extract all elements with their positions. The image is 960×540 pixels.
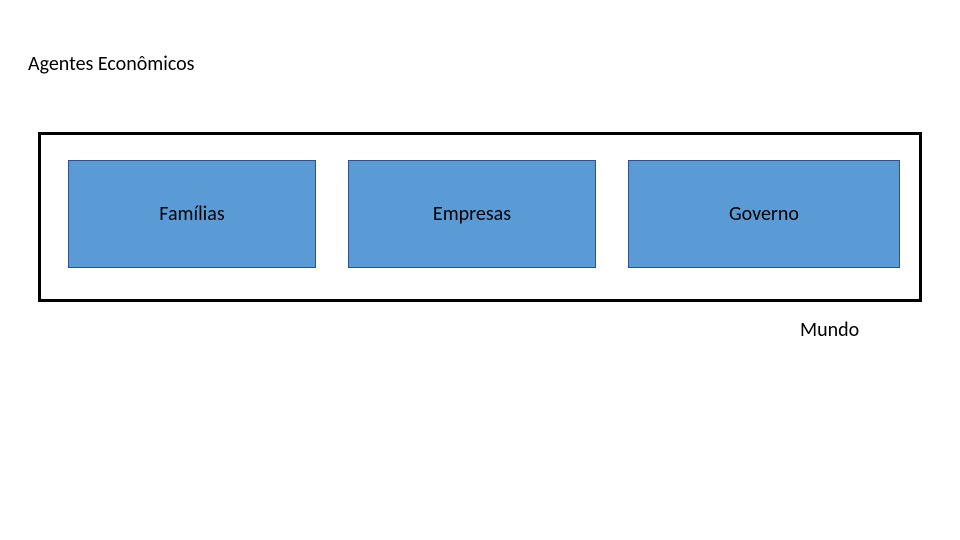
- agent-box-familias: Famílias: [68, 160, 316, 268]
- agent-label-governo: Governo: [729, 202, 799, 226]
- diagram-title: Agentes Econômicos: [28, 52, 194, 76]
- agent-box-empresas: Empresas: [348, 160, 596, 268]
- agent-box-governo: Governo: [628, 160, 900, 268]
- agent-label-familias: Famílias: [159, 202, 224, 226]
- outside-label-mundo: Mundo: [800, 318, 859, 342]
- agent-label-empresas: Empresas: [433, 202, 511, 226]
